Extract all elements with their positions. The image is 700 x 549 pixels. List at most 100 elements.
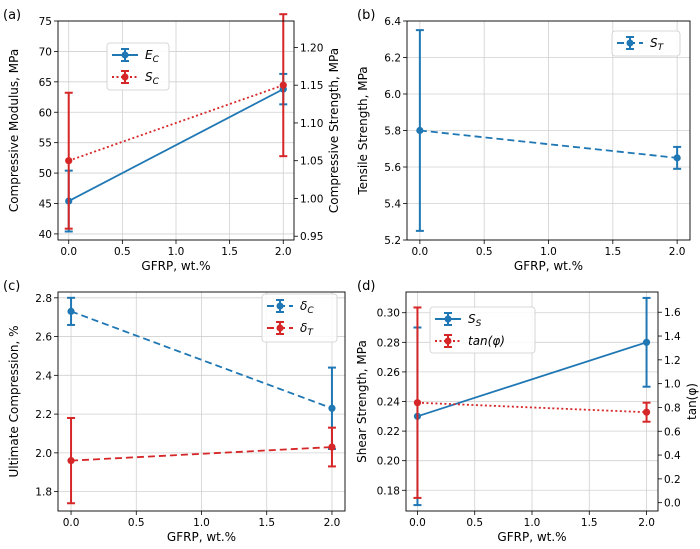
series-c-1 — [67, 416, 336, 505]
y-tick-label: 0.20 — [377, 456, 400, 468]
y-tick-label: 6.0 — [384, 89, 401, 101]
y2-tick-label: 0.4 — [664, 450, 681, 462]
y2-tick-label: 1.6 — [664, 307, 681, 319]
legend-subscript: C — [307, 306, 314, 316]
panel-label: (b) — [357, 8, 375, 23]
x-tick-label: 1.0 — [193, 517, 210, 529]
axes-frame — [57, 20, 295, 241]
x-tick-label: 1.5 — [221, 246, 238, 258]
x-tick-label: 0.0 — [63, 517, 80, 529]
series-a-1 — [64, 13, 288, 230]
y-tick-label: 5.4 — [384, 199, 401, 211]
data-point — [642, 338, 651, 346]
y-axis-label: Ultimate Compression, % — [7, 326, 21, 478]
legend-subscript: S — [476, 319, 482, 329]
panel-label: (c) — [3, 279, 20, 294]
axes-frame — [405, 291, 659, 512]
axes-frame — [406, 20, 691, 241]
series-line — [419, 129, 678, 159]
y-tick-label: 0.18 — [377, 485, 400, 497]
y-axis-label: Shear Strength, MPa — [355, 340, 369, 463]
data-point — [67, 457, 75, 465]
x-tick-label: 2.0 — [638, 517, 655, 529]
panel-label: (a) — [3, 8, 21, 23]
y2-tick-label: 0.95 — [300, 231, 323, 243]
legend-sample-marker — [626, 39, 634, 47]
legend-symbol: S — [145, 70, 153, 84]
y-tick-label: 0.30 — [377, 308, 400, 320]
y2-tick-label: 1.0 — [664, 379, 681, 391]
y2-tick-label: 1.15 — [300, 80, 323, 92]
x-tick-label: 2.0 — [275, 246, 292, 258]
series-b-0 — [415, 29, 682, 232]
y-axis-label: Compressive Modulus, MPa — [7, 49, 21, 212]
x-tick-label: 2.0 — [324, 517, 341, 529]
chart-panel-d: 0.0 0.5 1.0 1.5 2.0 0.18 0.20 0.22 0.24 0.26 0.28 0… — [355, 279, 699, 544]
legend-symbol: E — [145, 48, 153, 62]
x-axis-label: GFRP, wt.% — [167, 530, 236, 544]
chart-panel-c: 0.0 0.5 1.0 1.5 2.0 1.8 2.0 2.2 2.4 2.6 2.8 GFRP, w… — [3, 279, 346, 544]
x-axis-label: GFRP, wt.% — [141, 259, 210, 273]
data-point — [673, 154, 681, 162]
legend-entry-label: SS — [468, 312, 482, 329]
chart-panel-a: 0.0 0.5 1.0 1.5 2.0 40 45 50 55 60 65 70 75 0.95 1.00 1… — [3, 8, 341, 273]
x-tick-label: 0.0 — [60, 246, 77, 258]
data-point — [642, 408, 651, 416]
x-tick-label: 1.5 — [258, 517, 275, 529]
series-line — [68, 84, 284, 162]
x-tick-label: 1.5 — [604, 246, 621, 258]
y2-axis-label: tan(φ) — [685, 383, 699, 420]
x-tick-label: 0.5 — [128, 517, 145, 529]
y2-tick-label: 1.2 — [664, 355, 681, 367]
y-tick-label: 6.2 — [384, 53, 401, 65]
chart-panel-b: 0.0 0.5 1.0 1.5 2.0 5.2 5.4 5.6 5.8 6.0 6.2 6.4 GFRP… — [356, 8, 691, 273]
legend-symbol: S — [650, 36, 658, 50]
y-tick-label: 2.0 — [35, 448, 52, 460]
y2-tick-label: 1.00 — [300, 193, 323, 205]
y-tick-label: 75 — [39, 16, 52, 28]
data-point — [65, 157, 73, 165]
legend-sample-marker — [276, 302, 284, 310]
y2-tick-label: 1.20 — [300, 42, 323, 54]
legend-subscript: T — [658, 43, 665, 53]
y-tick-label: 70 — [39, 46, 52, 58]
y-tick-label: 65 — [39, 77, 52, 89]
y-axis-label: Tensile Strength, MPa — [356, 66, 370, 195]
y2-tick-label: 0.8 — [664, 402, 681, 414]
legend-entry-label: tan(φ) — [468, 334, 505, 348]
y-tick-label: 1.8 — [35, 487, 52, 499]
legend-subscript: C — [153, 55, 160, 65]
x-tick-label: 0.5 — [114, 246, 131, 258]
y2-tick-label: 1.05 — [300, 156, 323, 168]
x-axis-label: GFRP, wt.% — [514, 259, 583, 273]
legend-sample-marker — [121, 73, 129, 81]
legend-entry-label: SC — [145, 70, 160, 87]
y-tick-label: 6.4 — [384, 16, 401, 28]
y-tick-label: 5.8 — [384, 126, 401, 138]
y2-tick-label: 0.6 — [664, 426, 681, 438]
x-tick-label: 0.0 — [409, 517, 426, 529]
legend-entry-label: EC — [145, 48, 160, 65]
legend-symbol: δ — [300, 299, 307, 313]
x-tick-label: 2.0 — [669, 246, 686, 258]
legend-sample-marker — [276, 324, 284, 332]
y2-tick-label: 1.10 — [300, 118, 323, 130]
y-tick-label: 2.4 — [35, 370, 52, 382]
data-point — [67, 307, 75, 315]
y2-tick-label: 0.2 — [664, 474, 681, 486]
y-tick-label: 5.6 — [384, 162, 401, 174]
series-line — [68, 88, 284, 202]
legend-subscript: C — [153, 77, 160, 87]
series-line — [417, 341, 647, 418]
y-tick-label: 60 — [39, 107, 52, 119]
legend-entry-label: δC — [300, 299, 314, 316]
data-point — [328, 443, 336, 451]
data-point — [416, 126, 424, 135]
legend: SS tan(φ) — [429, 306, 536, 354]
y-tick-label: 45 — [39, 199, 52, 211]
y-tick-label: 50 — [39, 168, 52, 180]
y-tick-label: 0.24 — [377, 397, 401, 409]
